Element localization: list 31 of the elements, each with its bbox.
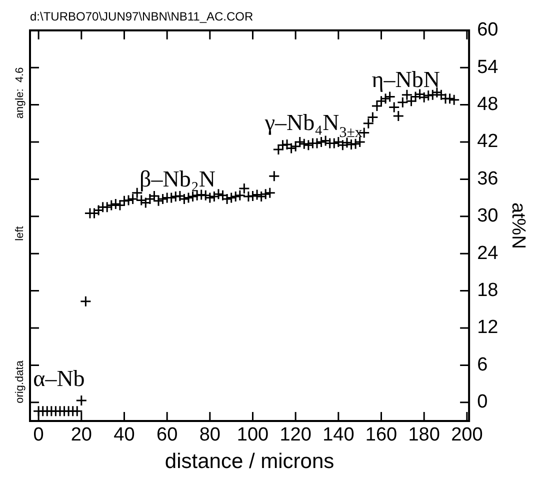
annotation: α–Nb: [33, 366, 85, 391]
y-tick-label: 48: [477, 94, 498, 116]
y-tick-label: 42: [477, 131, 498, 152]
y-tick-label: 18: [477, 280, 498, 302]
text: orig.data: [14, 360, 26, 404]
y-tick-label: 24: [477, 242, 499, 264]
y-tick-label: 0: [477, 392, 488, 413]
x-tick-label: 60: [156, 424, 178, 446]
y-tick-label: 6: [477, 354, 488, 376]
text: left: [14, 226, 26, 241]
x-tick-label: 180: [408, 424, 440, 446]
text: angle: 4.6: [14, 67, 26, 119]
x-tick-label: 200: [451, 424, 483, 446]
y-tick-label: 36: [477, 168, 498, 190]
y-tick-label: 30: [477, 206, 498, 227]
chart-title: d:\TURBO70\JUN97\NBN\NB11_AC.COR: [30, 10, 254, 24]
x-tick-label: 0: [33, 424, 44, 446]
x-tick-label: 120: [280, 424, 312, 446]
x-tick-label: 160: [365, 424, 398, 446]
y-tick-label: 60: [477, 20, 498, 41]
y-tick-label: 54: [477, 56, 499, 78]
y-axis-title: at%N: [507, 202, 528, 249]
x-axis-title: distance / microns: [164, 450, 334, 474]
x-tick-label: 80: [199, 424, 220, 446]
x-tick-label: 100: [236, 424, 269, 446]
annotation: β–Nb₂N: [140, 166, 216, 192]
x-tick-label: 140: [322, 424, 354, 446]
x-tick-label: 40: [114, 424, 135, 446]
y-tick-label: 12: [477, 317, 498, 338]
x-tick-label: 20: [70, 424, 92, 446]
annotation: η–NbN: [372, 67, 440, 92]
